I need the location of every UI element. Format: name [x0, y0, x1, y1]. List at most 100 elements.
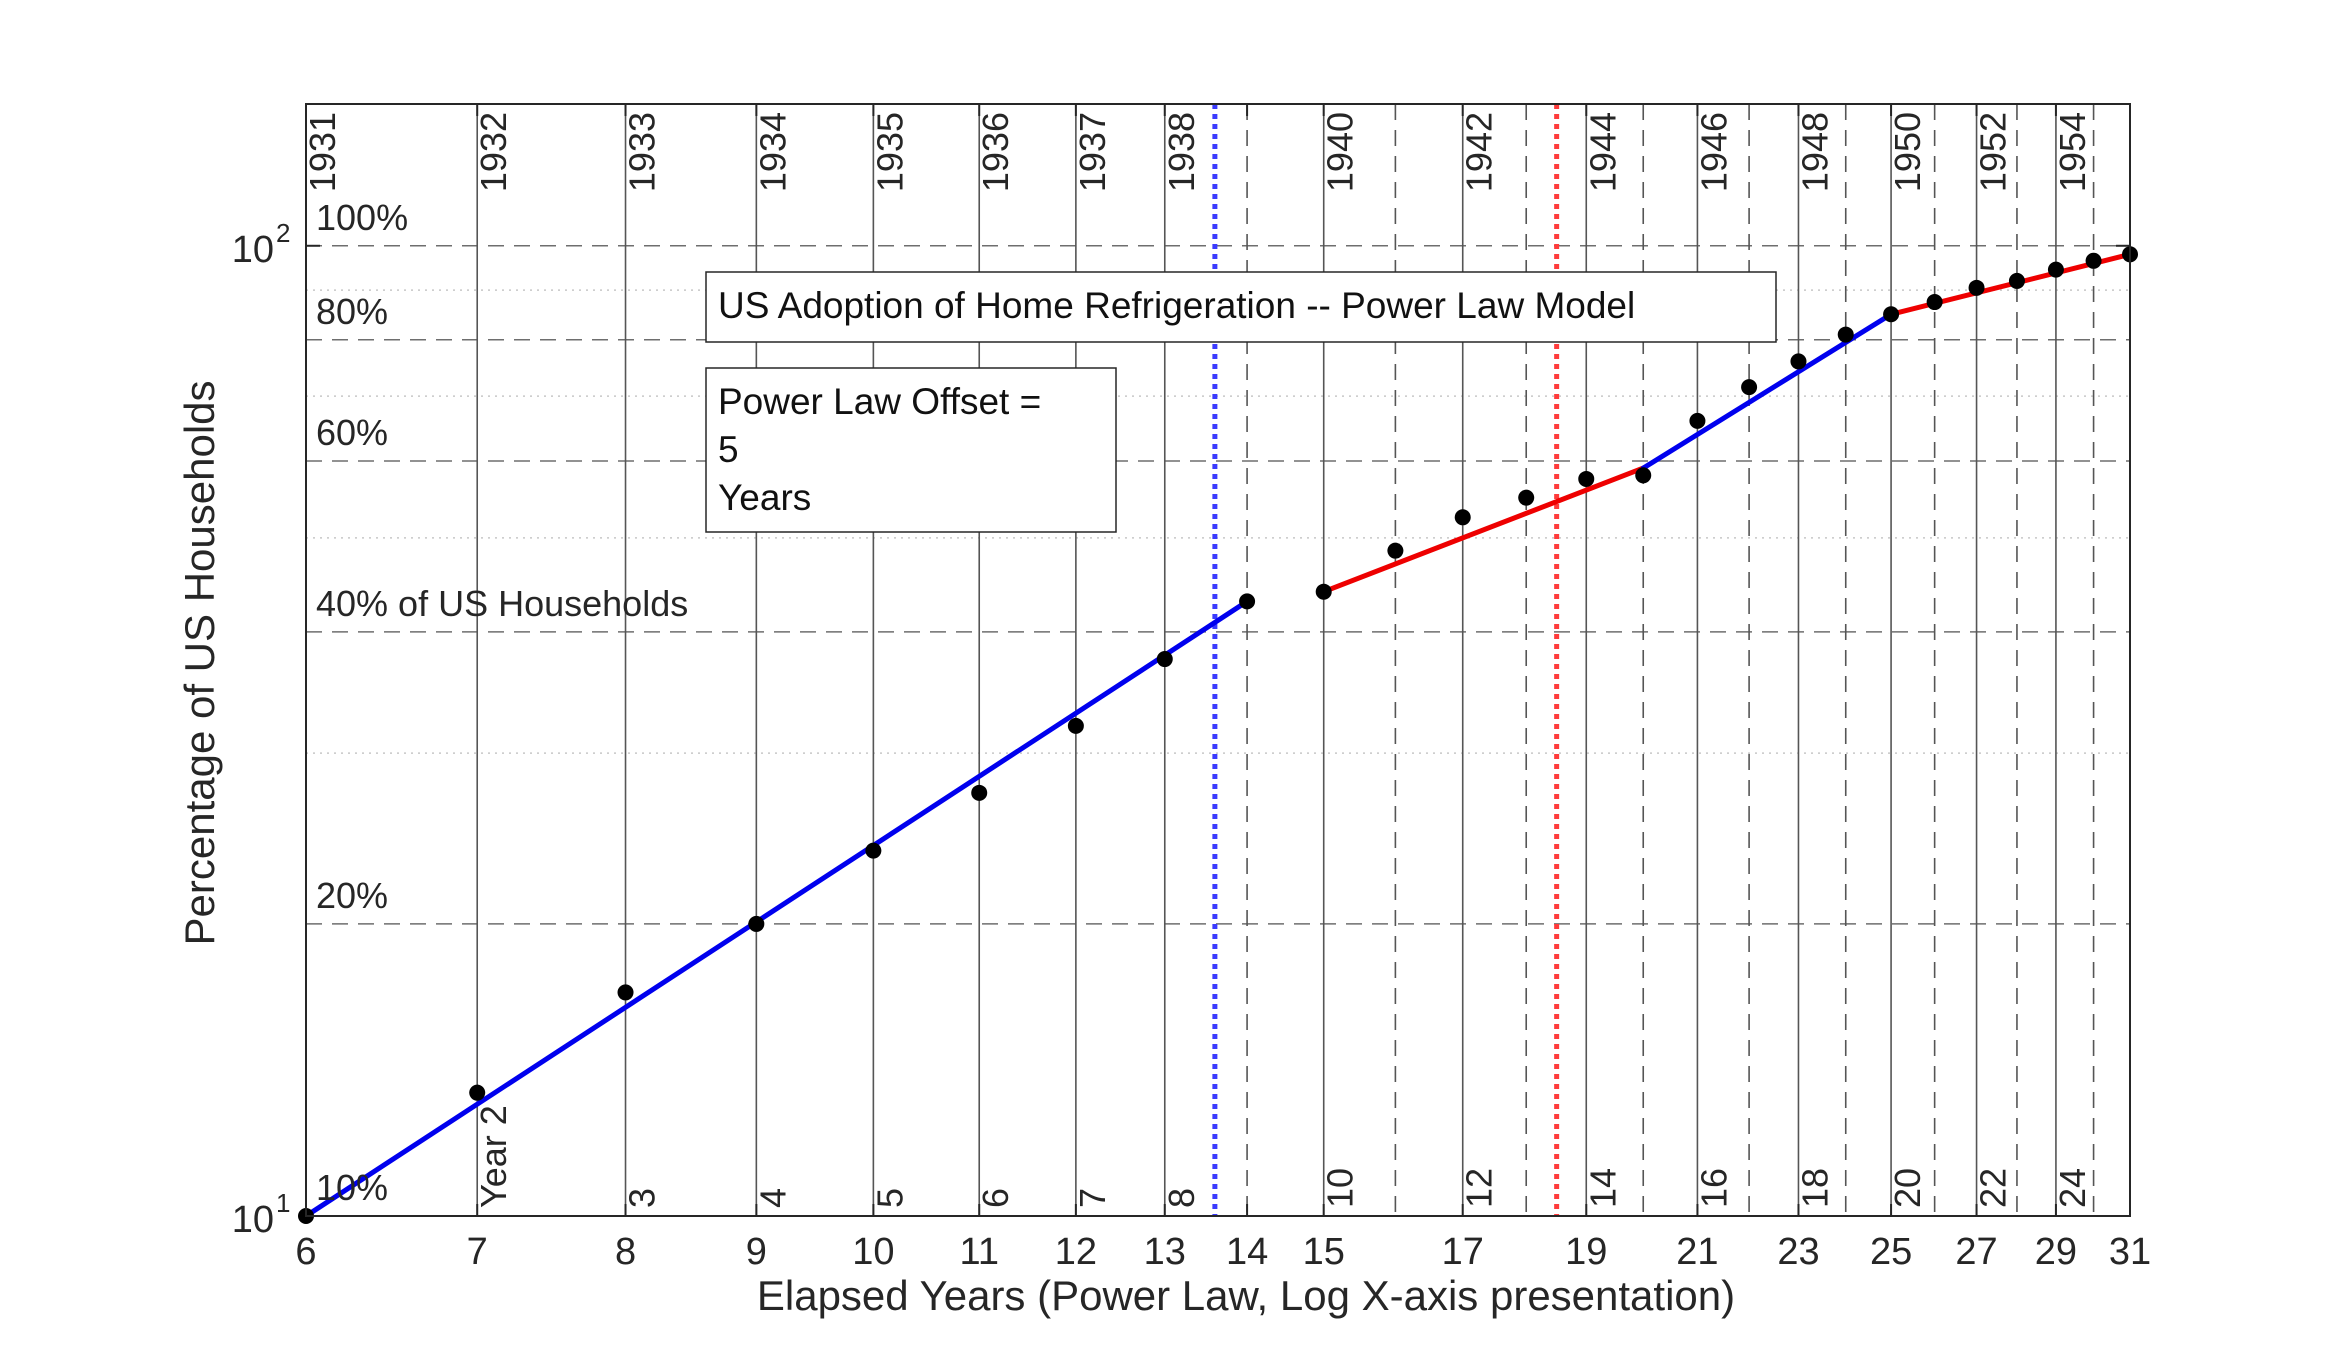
elapsed-label: 16 — [1693, 1168, 1734, 1208]
x-axis-label: Elapsed Years (Power Law, Log X-axis pre… — [757, 1272, 1735, 1319]
x-tick-label: 13 — [1144, 1231, 1186, 1273]
data-point — [1790, 353, 1807, 370]
elapsed-label: 24 — [2052, 1168, 2093, 1208]
x-tick-label: 14 — [1226, 1231, 1268, 1273]
percent-label: 80% — [316, 291, 388, 332]
data-point — [1578, 470, 1595, 487]
x-tick-label: 15 — [1303, 1231, 1345, 1273]
data-point — [971, 784, 988, 801]
data-point — [1968, 279, 1985, 296]
data-point — [2047, 261, 2064, 278]
year-label: 1954 — [2052, 112, 2093, 192]
chart-title: US Adoption of Home Refrigeration -- Pow… — [718, 285, 1635, 326]
elapsed-label: 7 — [1072, 1188, 1113, 1208]
year-label: 1940 — [1320, 112, 1361, 192]
data-point — [1635, 467, 1652, 484]
data-point — [1156, 651, 1173, 668]
data-point — [1741, 379, 1758, 396]
fit-line — [303, 598, 1250, 1219]
percent-label: 20% — [316, 875, 388, 916]
offset-line-2: 5 — [718, 429, 739, 470]
y-tick-label: 10 — [232, 1199, 274, 1241]
offset-box: Power Law Offset = 5 Years — [705, 367, 1117, 533]
year-label: 1948 — [1794, 112, 1835, 192]
data-series — [298, 246, 2138, 1224]
x-tick-label: 25 — [1870, 1231, 1912, 1273]
elapsed-label: 12 — [1459, 1168, 1500, 1208]
elapsed-label: 8 — [1161, 1188, 1202, 1208]
data-point — [1067, 717, 1084, 734]
data-point — [1239, 593, 1256, 610]
x-tick-label: 29 — [2035, 1231, 2077, 1273]
elapsed-label: 10 — [1320, 1168, 1361, 1208]
year-label: 1942 — [1459, 112, 1500, 192]
y-tick-label: 10 — [232, 229, 274, 271]
year-label: 1931 — [302, 112, 343, 192]
elapsed-label: Year 2 — [473, 1105, 514, 1208]
x-tick-label: 19 — [1565, 1231, 1607, 1273]
data-point — [1518, 489, 1535, 506]
x-tick-label: 7 — [467, 1231, 488, 1273]
x-tick-label: 8 — [615, 1231, 636, 1273]
data-point — [2008, 272, 2025, 289]
elapsed-label: 5 — [869, 1188, 910, 1208]
percent-label: 40% of US Households — [316, 583, 688, 624]
x-tick-label: 9 — [746, 1231, 767, 1273]
year-label: 1937 — [1072, 112, 1113, 192]
fit-line — [1321, 465, 1646, 595]
data-point — [1689, 412, 1706, 429]
x-tick-label: 10 — [852, 1231, 894, 1273]
y-tick-exponent: 1 — [276, 1188, 290, 1218]
year-label: 1934 — [752, 112, 793, 192]
data-point — [469, 1084, 486, 1101]
elapsed-label: 4 — [752, 1188, 793, 1208]
in-plot-labels: 1931 1932 1933 1934 1935 1936 1937 1938 1940 1942… — [302, 112, 2093, 1208]
x-tick-label: 12 — [1055, 1231, 1097, 1273]
elapsed-label: 6 — [975, 1188, 1016, 1208]
year-label: 1933 — [622, 112, 663, 192]
data-point — [1883, 306, 1900, 323]
data-point — [1315, 583, 1332, 600]
year-label: 1935 — [869, 112, 910, 192]
x-tick-label: 27 — [1955, 1231, 1997, 1273]
year-label: 1950 — [1887, 112, 1928, 192]
offset-line-1: Power Law Offset = — [718, 381, 1041, 422]
title-box-frame — [705, 271, 1777, 343]
year-label: 1952 — [1973, 112, 2014, 192]
data-point — [2085, 252, 2102, 269]
data-point — [1926, 294, 1943, 311]
elapsed-label: 20 — [1887, 1168, 1928, 1208]
x-tick-label: 31 — [2109, 1231, 2151, 1273]
year-label: 1946 — [1693, 112, 1734, 192]
x-tick-label: 23 — [1777, 1231, 1819, 1273]
title-box: US Adoption of Home Refrigeration -- Pow… — [705, 271, 1777, 343]
data-point — [865, 842, 882, 859]
data-point — [1837, 326, 1854, 343]
elapsed-label: 14 — [1582, 1168, 1623, 1208]
data-point — [1454, 509, 1471, 526]
plot-frame — [305, 103, 2131, 1217]
elapsed-label: 22 — [1973, 1168, 2014, 1208]
elapsed-label: 18 — [1794, 1168, 1835, 1208]
data-point — [1387, 542, 1404, 559]
offset-box-frame — [705, 367, 1117, 533]
x-tick-label: 21 — [1676, 1231, 1718, 1273]
percent-label: 10% — [316, 1167, 388, 1208]
data-point — [617, 984, 634, 1001]
year-label: 1932 — [473, 112, 514, 192]
year-label: 1944 — [1582, 112, 1623, 192]
data-point — [748, 915, 765, 932]
year-label: 1936 — [975, 112, 1016, 192]
elapsed-label: 3 — [622, 1188, 663, 1208]
x-tick-label: 17 — [1442, 1231, 1484, 1273]
percent-label: 60% — [316, 412, 388, 453]
y-tick-exponent: 2 — [276, 218, 290, 248]
percent-label: 100% — [316, 197, 408, 238]
year-label: 1938 — [1161, 112, 1202, 192]
y-axis-label: Percentage of US Households — [176, 380, 223, 945]
x-tick-label: 6 — [295, 1231, 316, 1273]
offset-line-3: Years — [718, 477, 811, 518]
